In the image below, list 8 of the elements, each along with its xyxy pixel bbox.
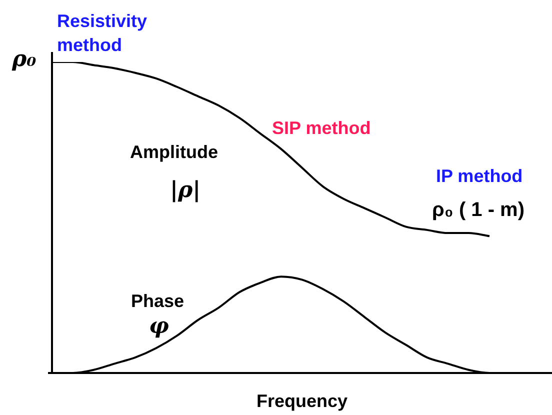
series-label: Phase φ — [131, 290, 184, 339]
text: Resistivity method — [57, 10, 148, 57]
annotation: IP method — [436, 165, 523, 188]
series-label: Amplitude |ρ| — [130, 141, 218, 203]
annotation: SIP method — [272, 117, 371, 140]
text: ρ₀ — [12, 46, 36, 72]
x-axis-title: Frequency — [256, 391, 348, 412]
annotation: ρ₀ ( 1 - m) — [432, 199, 524, 222]
